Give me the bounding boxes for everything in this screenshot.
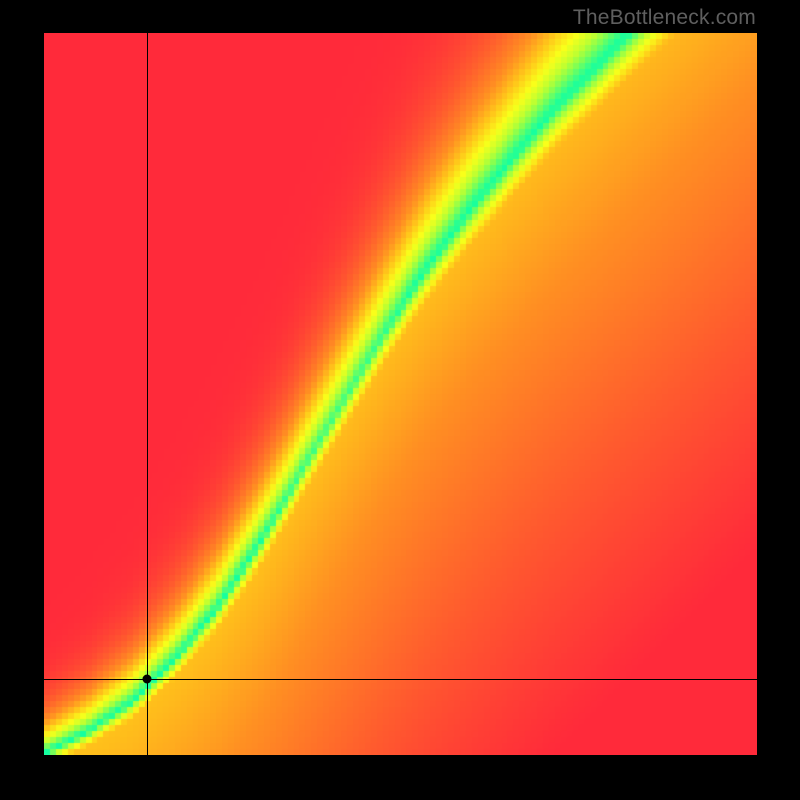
plot-area bbox=[44, 33, 757, 755]
crosshair-vertical bbox=[147, 33, 148, 755]
crosshair-marker bbox=[143, 675, 152, 684]
watermark-text: TheBottleneck.com bbox=[573, 6, 756, 30]
heatmap-canvas bbox=[44, 33, 757, 755]
